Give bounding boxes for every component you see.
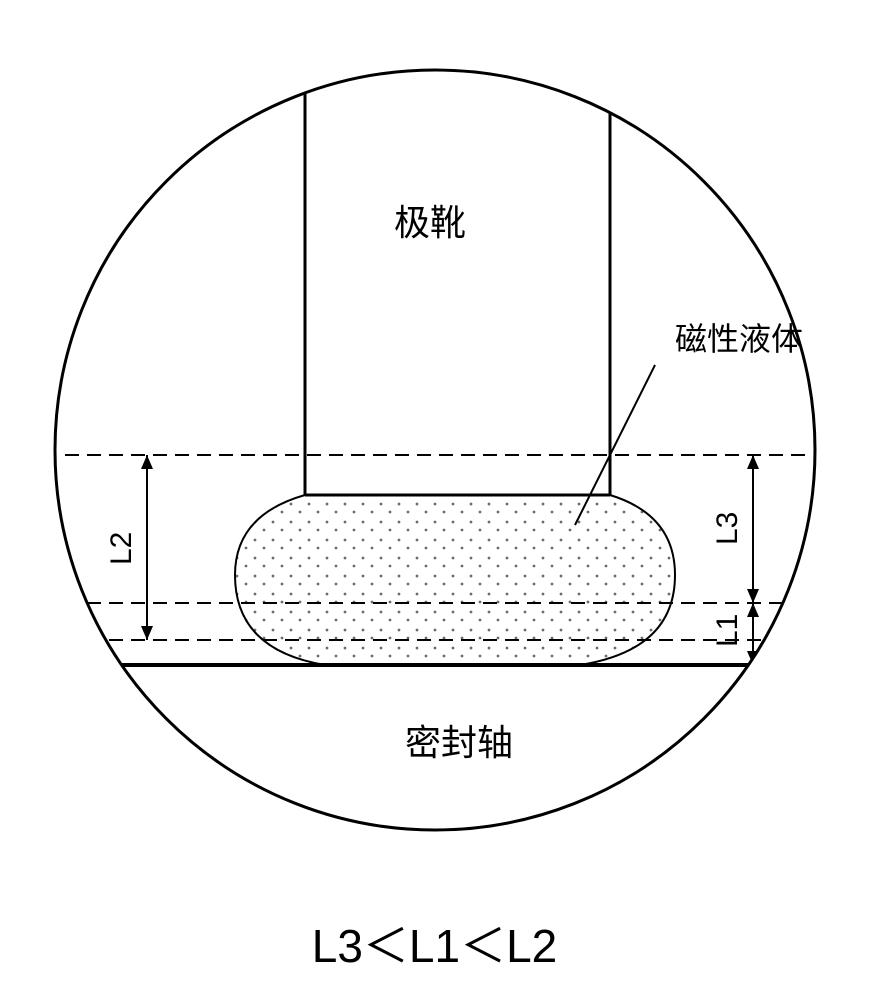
- svg-text:L1: L1: [711, 614, 744, 647]
- magnetic-fluid: [235, 495, 675, 665]
- svg-text:L3: L3: [711, 512, 744, 545]
- diagram-root: L2 L3 L1 极靴 磁性液体 密封轴: [35, 50, 835, 855]
- magnetic-fluid-label: 磁性液体: [675, 321, 803, 357]
- sealing-shaft-label: 密封轴: [405, 722, 513, 763]
- detail-circle: [55, 70, 815, 830]
- svg-text:L2: L2: [105, 532, 138, 565]
- inequality-formula: L3＜L1＜L2: [312, 910, 558, 976]
- pole-shoe-label: 极靴: [393, 202, 465, 243]
